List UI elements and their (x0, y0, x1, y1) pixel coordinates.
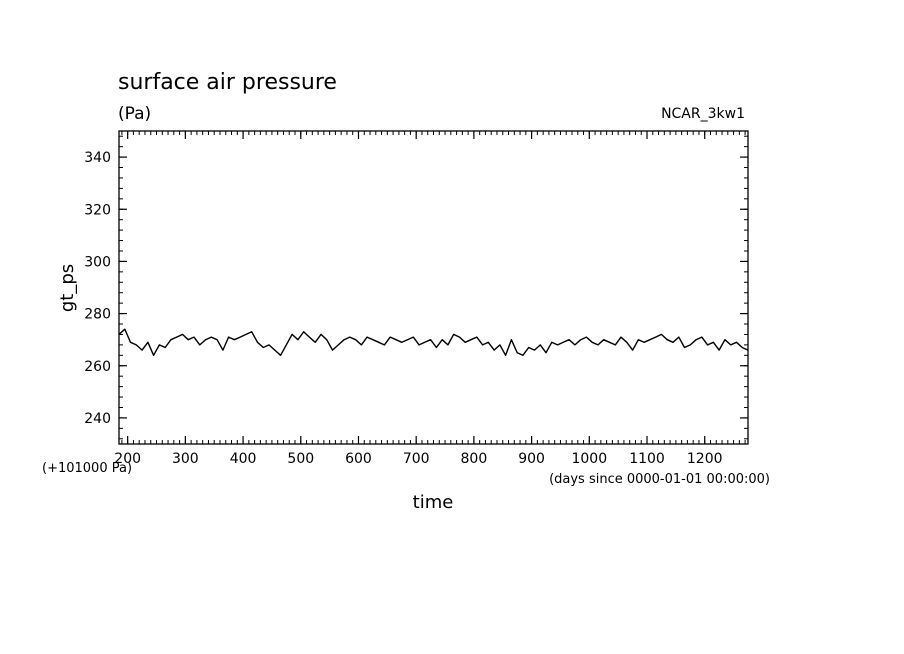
x-tick-label: 800 (461, 451, 488, 467)
y-tick-label: 340 (84, 150, 111, 166)
chart-title: surface air pressure (118, 70, 337, 95)
x-tick-label: 400 (230, 451, 257, 467)
x-axis-label: time (413, 492, 454, 513)
y-tick-label: 320 (84, 202, 111, 218)
x-tick-label: 500 (287, 451, 314, 467)
x-units-label: (days since 0000-01-01 00:00:00) (549, 472, 770, 487)
y-tick-label: 240 (84, 411, 111, 427)
x-tick-label: 1200 (687, 451, 723, 467)
chart-units: (Pa) (118, 104, 151, 124)
y-tick-label: 280 (84, 307, 111, 323)
y-tick-label: 260 (84, 359, 111, 375)
x-tick-label: 700 (403, 451, 430, 467)
series-line-1 (118, 328, 749, 356)
x-tick-label: 600 (345, 451, 372, 467)
x-tick-label: 200 (114, 451, 141, 467)
series-layer (118, 328, 749, 356)
x-tick-label: 300 (172, 451, 199, 467)
plot-axes: 200 300 400 500 600 700 800 900 1000 1100 1200 240 2… (84, 130, 749, 467)
x-tick-label: 900 (518, 451, 545, 467)
x-tick-label: 1100 (629, 451, 665, 467)
y-axis-label: gt_ps (57, 264, 78, 312)
dataset-tag: NCAR_3kw1 (661, 106, 745, 122)
y-tick-label: 300 (84, 254, 111, 270)
y-offset-label: (+101000 Pa) (42, 461, 132, 476)
plot-frame (118, 130, 749, 445)
x-tick-label: 1000 (571, 451, 607, 467)
